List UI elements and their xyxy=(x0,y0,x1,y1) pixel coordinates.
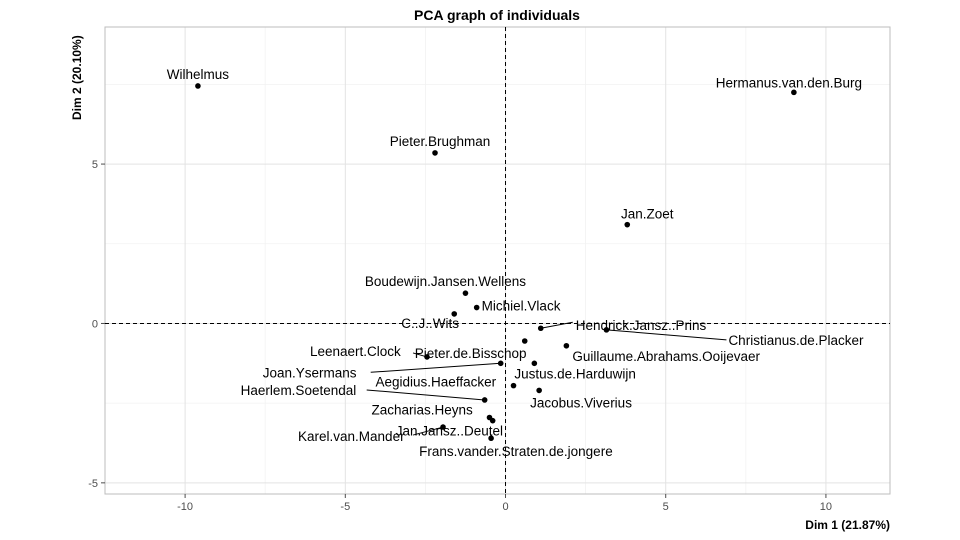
data-point xyxy=(791,89,797,96)
axis-ticks: -10 -5 0 5 10 -5 0 5 xyxy=(88,159,832,513)
data-point xyxy=(521,338,528,344)
point-label: C..J..Wits xyxy=(401,316,459,331)
data-points xyxy=(195,83,797,442)
point-label: Justus.de.Harduwijn xyxy=(514,366,636,381)
point-label: Guillaume.Abrahams.Ooijevaer xyxy=(572,349,760,364)
data-point xyxy=(510,382,517,389)
x-tick-label: -5 xyxy=(340,501,350,513)
y-tick-label: 0 xyxy=(92,318,98,330)
label-leader-line xyxy=(370,362,501,373)
point-label: Pieter.Brughman xyxy=(390,134,491,149)
data-point xyxy=(536,387,542,394)
point-label: Michiel.Vlack xyxy=(482,299,561,314)
data-point xyxy=(603,327,610,333)
point-label: Zacharias.Heyns xyxy=(371,402,473,417)
point-label: Hendrick.Jansz..Prins xyxy=(576,318,707,333)
chart-title: PCA graph of individuals xyxy=(414,7,580,23)
x-tick-label: -10 xyxy=(177,501,193,513)
data-point xyxy=(424,354,430,360)
point-label: Pieter.de.Bisschop xyxy=(415,346,527,361)
label-leader-line xyxy=(606,329,727,341)
data-point xyxy=(488,435,494,442)
x-axis-label: Dim 1 (21.87%) xyxy=(805,518,890,532)
point-label: Aegidius.Haeffacker xyxy=(376,375,497,390)
plot-panel xyxy=(104,26,891,495)
x-tick-label: 10 xyxy=(820,501,832,513)
point-label: Joan.Ysermans xyxy=(263,365,357,380)
y-tick-label: 5 xyxy=(92,159,98,171)
point-label: Christianus.de.Placker xyxy=(728,333,864,348)
point-label: Jan.Jansz..Deutel xyxy=(396,424,503,439)
point-label: Jan.Zoet xyxy=(621,207,674,222)
x-tick-label: 5 xyxy=(663,501,669,513)
point-label: Hermanus.van.den.Burg xyxy=(716,75,862,90)
point-labels: Wilhelmus Hermanus.van.den.Burg Pieter.Bru… xyxy=(167,67,864,459)
point-label: Karel.van.Mander xyxy=(298,429,405,444)
label-leader-line xyxy=(412,426,444,436)
data-point xyxy=(489,417,496,424)
data-point xyxy=(563,342,570,349)
point-label: Jacobus.Viverius xyxy=(530,395,632,410)
data-point xyxy=(531,360,538,367)
data-point xyxy=(195,83,201,89)
y-tick-label: -5 xyxy=(88,478,98,490)
label-leader-line xyxy=(540,321,573,329)
x-tick-label: 0 xyxy=(502,501,508,513)
data-point xyxy=(462,290,469,296)
data-point xyxy=(497,360,504,367)
data-point xyxy=(432,150,438,156)
reference-lines xyxy=(105,27,890,494)
data-point xyxy=(473,304,480,311)
label-leader-line xyxy=(366,389,485,401)
point-label: Wilhelmus xyxy=(167,67,230,82)
y-axis-label: Dim 2 (20.10%) xyxy=(70,35,84,120)
point-label: Leenaert.Clock xyxy=(310,344,401,359)
data-point xyxy=(481,397,488,403)
data-point xyxy=(440,424,446,430)
point-label: Haerlem.Soetendal xyxy=(241,383,357,398)
point-label: Boudewijn.Jansen.Wellens xyxy=(365,274,526,289)
data-point xyxy=(451,311,458,317)
point-label: Frans.vander.Straten.de.jongere xyxy=(419,444,613,459)
data-point xyxy=(624,221,631,228)
data-point xyxy=(537,325,544,332)
